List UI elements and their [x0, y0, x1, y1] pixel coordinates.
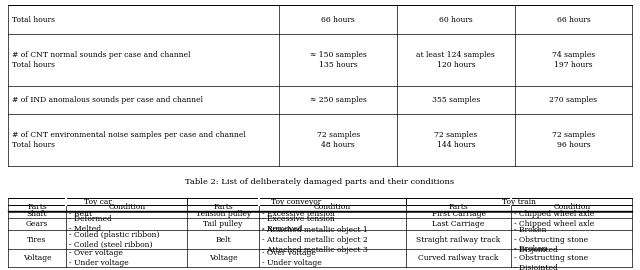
Text: - Chipped wheel axle: - Chipped wheel axle	[515, 220, 595, 228]
Text: at least 124 samples
120 hours: at least 124 samples 120 hours	[417, 51, 495, 69]
Text: Total hours: Total hours	[12, 16, 54, 24]
Text: Toy car: Toy car	[84, 198, 111, 205]
Text: Parts: Parts	[213, 203, 233, 211]
Text: 72 samples
96 hours: 72 samples 96 hours	[552, 131, 595, 149]
Text: - Excessive tension
- Removed: - Excessive tension - Removed	[262, 215, 335, 233]
Text: # of IND anomalous sounds per case and channel: # of IND anomalous sounds per case and c…	[12, 96, 202, 104]
Text: Gears: Gears	[26, 220, 48, 228]
Text: Curved railway track: Curved railway track	[419, 254, 499, 262]
Text: Straight railway track: Straight railway track	[417, 236, 500, 244]
Text: 60 hours: 60 hours	[439, 16, 473, 24]
Text: - Broken
- Obstructing stone
- Disjointed: - Broken - Obstructing stone - Disjointe…	[515, 226, 589, 254]
Text: - Excessive tension: - Excessive tension	[262, 210, 335, 218]
Text: Tension pulley: Tension pulley	[196, 210, 251, 218]
Text: - Bent: - Bent	[69, 210, 93, 218]
Text: - Attached metallic object 1
- Attached metallic object 2
- Attached metallic ob: - Attached metallic object 1 - Attached …	[262, 226, 368, 254]
Text: Table 2: List of deliberately damaged parts and their conditions: Table 2: List of deliberately damaged pa…	[186, 178, 454, 186]
Text: 270 samples: 270 samples	[549, 96, 598, 104]
Text: Parts: Parts	[449, 203, 468, 211]
Text: 66 hours: 66 hours	[557, 16, 590, 24]
Text: Shaft: Shaft	[27, 210, 47, 218]
Text: - Coiled (plastic ribbon)
- Coiled (steel ribbon): - Coiled (plastic ribbon) - Coiled (stee…	[69, 231, 160, 249]
Text: ≈ 150 samples
135 hours: ≈ 150 samples 135 hours	[310, 51, 367, 69]
Text: - Deformed
- Melted: - Deformed - Melted	[69, 215, 112, 233]
Text: Tail pulley: Tail pulley	[204, 220, 243, 228]
Text: Voltage: Voltage	[22, 254, 51, 262]
Text: Condition: Condition	[314, 203, 351, 211]
Text: 72 samples
48 hours: 72 samples 48 hours	[317, 131, 360, 149]
Text: Tires: Tires	[28, 236, 47, 244]
Text: First Carriage: First Carriage	[431, 210, 486, 218]
Text: 355 samples: 355 samples	[432, 96, 480, 104]
Text: Toy train: Toy train	[502, 198, 536, 205]
Text: - Over voltage
- Under voltage: - Over voltage - Under voltage	[69, 249, 129, 267]
Text: Parts: Parts	[27, 203, 47, 211]
Text: Last Carriage: Last Carriage	[433, 220, 484, 228]
Text: 66 hours: 66 hours	[321, 16, 355, 24]
Text: Condition: Condition	[553, 203, 591, 211]
Text: - Broken
- Obstructing stone
- Disjointed: - Broken - Obstructing stone - Disjointe…	[515, 245, 589, 270]
Text: Condition: Condition	[108, 203, 145, 211]
Text: - Chipped wheel axle: - Chipped wheel axle	[515, 210, 595, 218]
Text: Toy conveyor: Toy conveyor	[271, 198, 322, 205]
Text: Belt: Belt	[216, 236, 231, 244]
Text: 72 samples
144 hours: 72 samples 144 hours	[434, 131, 477, 149]
Text: # of CNT environmental noise samples per case and channel
Total hours: # of CNT environmental noise samples per…	[12, 131, 245, 149]
Text: 74 samples
197 hours: 74 samples 197 hours	[552, 51, 595, 69]
Text: # of CNT normal sounds per case and channel
Total hours: # of CNT normal sounds per case and chan…	[12, 51, 190, 69]
Text: - Over voltage
- Under voltage: - Over voltage - Under voltage	[262, 249, 322, 267]
Text: ≈ 250 samples: ≈ 250 samples	[310, 96, 367, 104]
Text: Voltage: Voltage	[209, 254, 237, 262]
